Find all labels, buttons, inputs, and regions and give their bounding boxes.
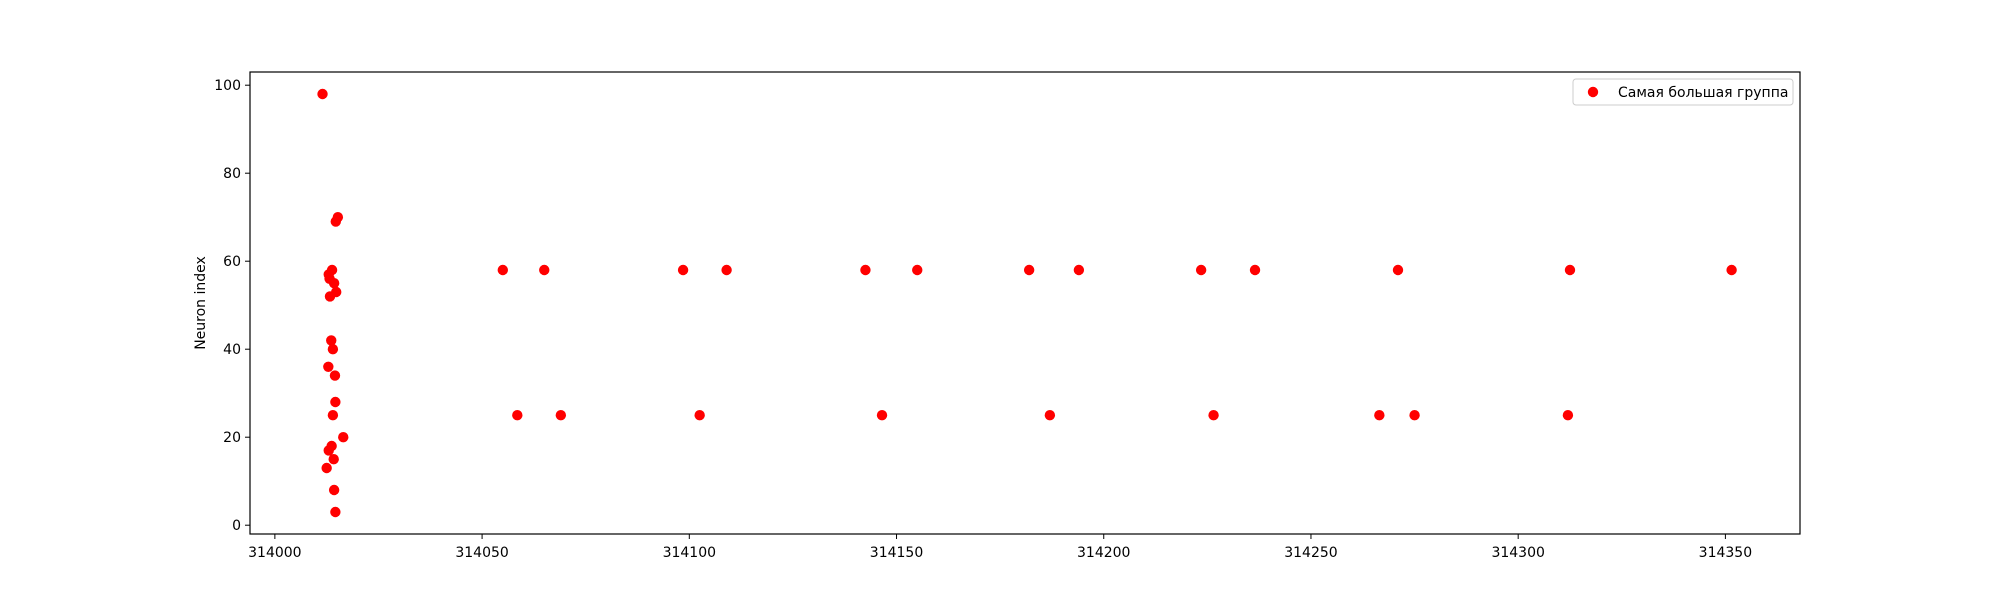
legend-box	[1572, 78, 1794, 106]
scatter-point	[912, 264, 923, 276]
x-tick-label: 314050	[455, 545, 508, 561]
scatter-point	[1562, 410, 1574, 421]
y-tick-label: 0	[232, 518, 241, 534]
scatter-point	[328, 484, 340, 496]
scatter-point	[1409, 410, 1420, 421]
data-points	[317, 88, 1737, 518]
scatter-point	[497, 264, 509, 276]
scatter-point	[326, 335, 337, 346]
x-tick-label: 314200	[1077, 545, 1130, 561]
scatter-point	[329, 370, 341, 381]
scatter-point	[555, 410, 567, 421]
legend-marker	[1587, 86, 1599, 98]
y-tick-label: 40	[223, 342, 241, 358]
scatter-point	[317, 88, 328, 100]
scatter-point	[1073, 264, 1085, 276]
y-axis-label: Neuron index	[193, 256, 209, 350]
x-tick-label: 314300	[1491, 545, 1544, 561]
scatter-point	[323, 361, 334, 372]
scatter-point	[328, 278, 340, 289]
x-tick-label: 314000	[248, 545, 301, 561]
scatter-point	[1564, 264, 1576, 276]
scatter-point	[1044, 410, 1056, 421]
scatter-point	[1374, 410, 1385, 421]
scatter-point	[327, 344, 339, 355]
scatter-point	[1726, 264, 1737, 276]
scatter-point	[321, 462, 332, 474]
scatter-point	[677, 264, 689, 276]
x-axis-ticks: 314000 314050 314100 314150 314200 314250 3143…	[248, 534, 1752, 561]
scatter-point	[512, 410, 523, 421]
scatter-point	[330, 506, 341, 518]
scatter-point	[338, 432, 349, 443]
x-tick-label: 314150	[870, 545, 923, 561]
y-tick-label: 80	[223, 166, 241, 182]
x-tick-label: 314250	[1284, 545, 1337, 561]
scatter-point	[330, 396, 341, 408]
scatter-point	[324, 291, 336, 302]
scatter-point	[323, 445, 334, 456]
scatter-point	[1249, 264, 1261, 276]
y-tick-label: 20	[223, 430, 241, 446]
y-tick-label: 100	[214, 78, 241, 94]
plot-area-frame	[249, 71, 1801, 535]
scatter-point	[1208, 410, 1219, 421]
scatter-point	[1392, 264, 1404, 276]
legend-label: Самая большая группа	[1618, 85, 1788, 101]
legend: Самая большая группа	[1572, 78, 1794, 106]
x-tick-label: 314100	[663, 545, 716, 561]
y-tick-label: 60	[223, 254, 241, 270]
scatter-point	[721, 264, 732, 276]
scatter-point	[1195, 264, 1207, 276]
x-tick-label: 314350	[1699, 545, 1752, 561]
scatter-point	[327, 410, 339, 421]
y-axis-ticks: 0 20 40 60 80 100	[214, 78, 250, 534]
scatter-point	[330, 216, 341, 227]
scatter-point	[328, 454, 339, 465]
scatter-point	[1023, 264, 1035, 276]
scatter-point	[694, 410, 705, 421]
scatter-point	[860, 264, 871, 276]
scatter-point	[539, 264, 550, 276]
scatter-point	[876, 410, 888, 421]
